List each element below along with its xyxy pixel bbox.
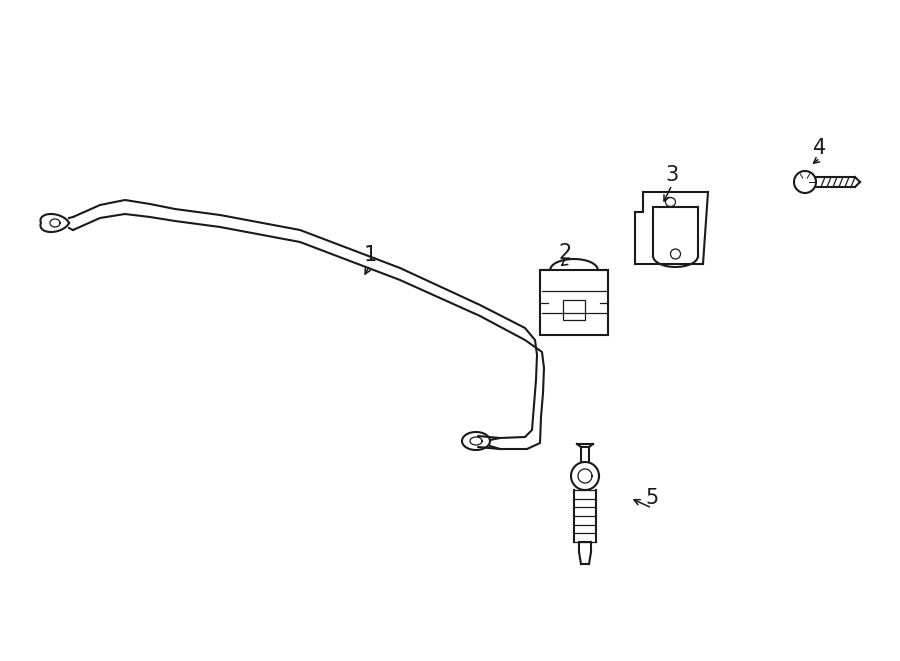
Text: 2: 2: [558, 243, 572, 263]
Bar: [540, 270, 608, 335]
Text: 1: 1: [364, 245, 376, 265]
Text: 3: 3: [665, 165, 679, 185]
Bar: [563, 300, 585, 321]
Text: 5: 5: [645, 488, 659, 508]
Text: 4: 4: [814, 138, 826, 158]
